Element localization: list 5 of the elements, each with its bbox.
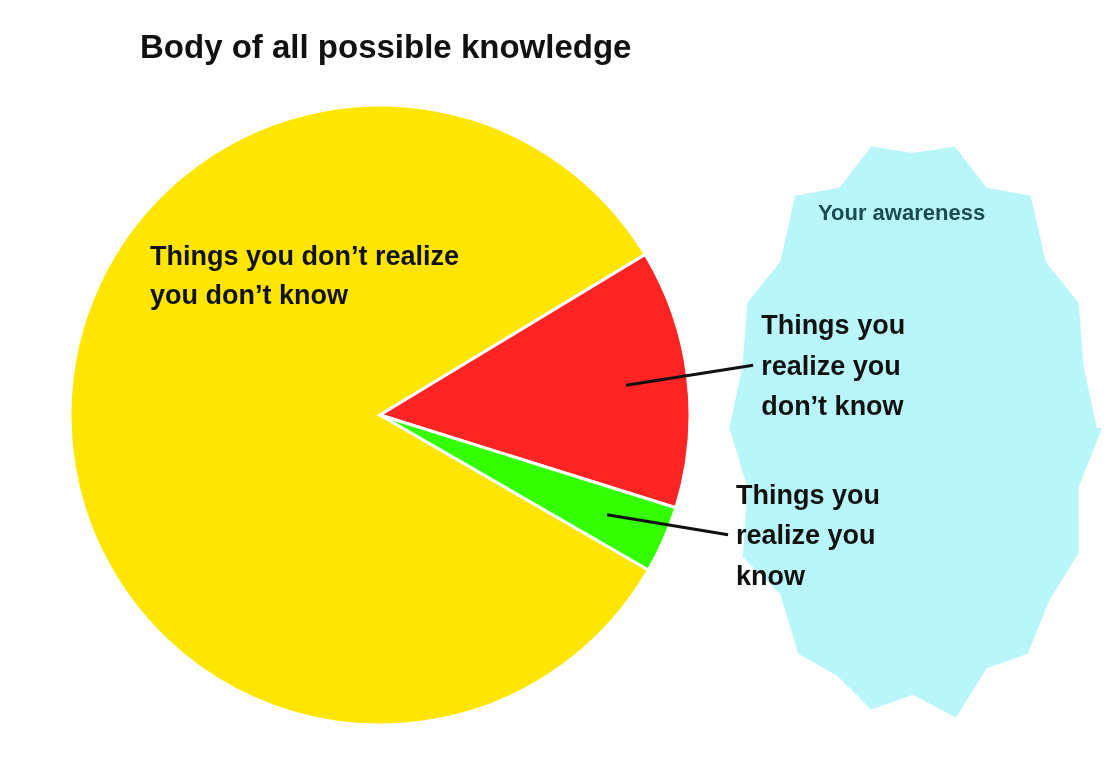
slice-label: Things you realize you know — [736, 479, 881, 591]
chart-title: Body of all possible knowledge — [140, 28, 632, 66]
slice-label: Things you don’t realize you don’t know — [150, 241, 460, 311]
slice-label: Things you realize you don’t know — [761, 310, 906, 422]
text: Your awareness — [818, 200, 986, 226]
